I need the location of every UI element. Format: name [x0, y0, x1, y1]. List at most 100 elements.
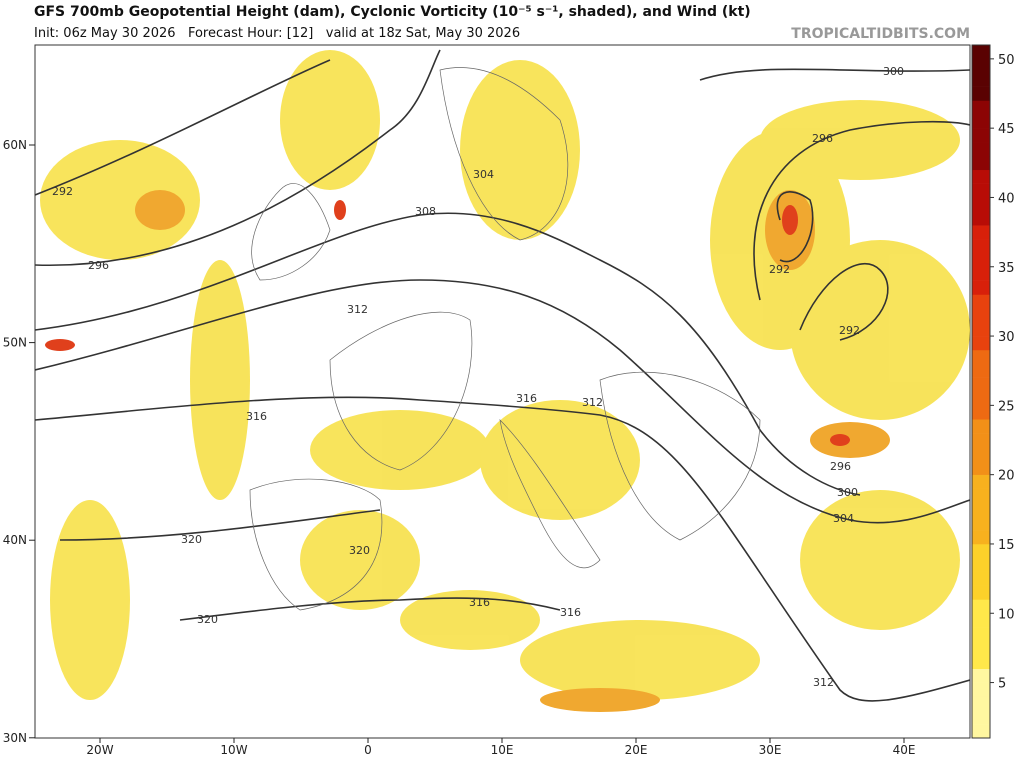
colorbar-cell	[972, 640, 990, 656]
lon-label: 10W	[220, 743, 247, 757]
title: GFS 700mb Geopotential Height (dam), Cyc…	[34, 4, 751, 20]
colorbar-cell	[972, 668, 990, 683]
map: 300 296 304 308 292 296 292 312 292 316 …	[34, 44, 971, 739]
colorbar-cell	[972, 377, 990, 392]
contour-label: 304	[833, 512, 854, 525]
contour-label: 300	[837, 486, 858, 499]
colorbar-tick-label: 15	[998, 538, 1015, 553]
colorbar-cell	[972, 169, 990, 184]
colorbar-cell	[972, 530, 990, 545]
contour-label: 316	[469, 596, 490, 609]
colorbar-tick-label: 45	[998, 122, 1015, 137]
colorbar-cell	[972, 696, 990, 711]
colorbar-cell	[972, 502, 990, 517]
contour-label: 292	[839, 324, 860, 337]
colorbar-cell	[972, 128, 990, 143]
colorbar-cell	[972, 543, 990, 559]
subtitle: Init: 06z May 30 2026 Forecast Hour: [12…	[34, 26, 520, 41]
colorbar-cell	[972, 363, 990, 378]
lat-label: 50N	[3, 336, 27, 350]
colorbar-cell	[972, 114, 990, 129]
colorbar-cell	[972, 557, 990, 572]
contour-labels: 300 296 304 308 292 296 292 312 292 316 …	[52, 65, 904, 689]
colorbar-tick-label: 10	[998, 607, 1015, 622]
contour-label: 308	[415, 205, 436, 218]
colorbar-cell	[972, 433, 990, 448]
colorbar-cell	[972, 86, 990, 101]
colorbar-cell	[972, 72, 990, 87]
colorbar-cell	[972, 266, 990, 281]
contour-label: 312	[347, 303, 368, 316]
lon-label: 20W	[86, 743, 113, 757]
colorbar-cell	[972, 294, 990, 309]
colorbar-tick-label: 35	[998, 261, 1015, 276]
colorbar-cell	[972, 627, 990, 642]
lon-label: 10E	[491, 743, 514, 757]
colorbar-tick-label: 30	[998, 330, 1015, 345]
contour-label: 320	[197, 613, 218, 626]
colorbar-cell	[972, 252, 990, 268]
contour-label: 316	[246, 410, 267, 423]
colorbar-cell	[972, 349, 990, 365]
contour-label: 296	[830, 460, 851, 473]
contour-label: 300	[883, 65, 904, 78]
colorbar-cell	[972, 322, 990, 337]
colorbar-cell	[972, 654, 990, 669]
colorbar-tick-label: 25	[998, 399, 1015, 414]
colorbar-cell	[972, 710, 990, 725]
lat-label: 40N	[3, 533, 27, 547]
contour-label: 312	[582, 396, 603, 409]
colorbar-cell	[972, 613, 990, 628]
contour-label: 320	[181, 533, 202, 546]
colorbar-cell	[972, 239, 990, 254]
colorbar-cell	[972, 571, 990, 586]
colorbar-cell	[972, 280, 990, 295]
lon-label: 0	[364, 743, 372, 757]
colorbar-cell	[972, 405, 990, 420]
colorbar-cell	[972, 488, 990, 503]
colorbar-cell	[972, 183, 990, 198]
height-contours	[35, 49, 970, 702]
colorbar-cell	[972, 142, 990, 157]
colorbar-cell	[972, 682, 990, 697]
colorbar-cell	[972, 336, 990, 351]
contour-label: 296	[88, 259, 109, 272]
lat-label: 30N	[3, 731, 27, 745]
vorticity-shading	[40, 50, 970, 712]
lon-label: 30E	[759, 743, 782, 757]
colorbar-cell	[972, 446, 990, 462]
colorbar-cell	[972, 599, 990, 614]
lat-label: 60N	[3, 138, 27, 152]
contour-label: 296	[812, 132, 833, 145]
contour-label: 304	[473, 168, 494, 181]
colorbar-cell	[972, 58, 990, 74]
colorbar-cell	[972, 474, 990, 489]
colorbar-tick-label: 20	[998, 469, 1015, 484]
colorbar-cell	[972, 585, 990, 600]
colorbar-cell	[972, 100, 990, 115]
contour-label: 320	[349, 544, 370, 557]
colorbar-cell	[972, 197, 990, 212]
contour-label: 316	[516, 392, 537, 405]
colorbar-cell	[972, 724, 990, 739]
contour-label: 312	[813, 676, 834, 689]
colorbar-tick-label: 40	[998, 191, 1015, 206]
colorbar-tick-label: 50	[998, 53, 1015, 68]
lon-label: 40E	[893, 743, 916, 757]
colorbar-cell	[972, 419, 990, 434]
lon-label: 20E	[625, 743, 648, 757]
colorbar-cell	[972, 211, 990, 226]
colorbar-cell	[972, 308, 990, 323]
colorbar-cell	[972, 391, 990, 406]
colorbar-cell	[972, 460, 990, 475]
contour-label: 292	[52, 185, 73, 198]
colorbar-tick-label: 5	[998, 677, 1006, 692]
colorbar-cell	[972, 516, 990, 531]
colorbar-frame	[971, 44, 991, 739]
site-label: TROPICALTIDBITS.COM	[791, 26, 970, 42]
colorbar-cell	[972, 45, 990, 60]
coastlines	[249, 67, 761, 611]
colorbar: 5 10 15 20 25 30 35 40 45 50	[971, 44, 1015, 739]
colorbar-cell	[972, 155, 990, 171]
